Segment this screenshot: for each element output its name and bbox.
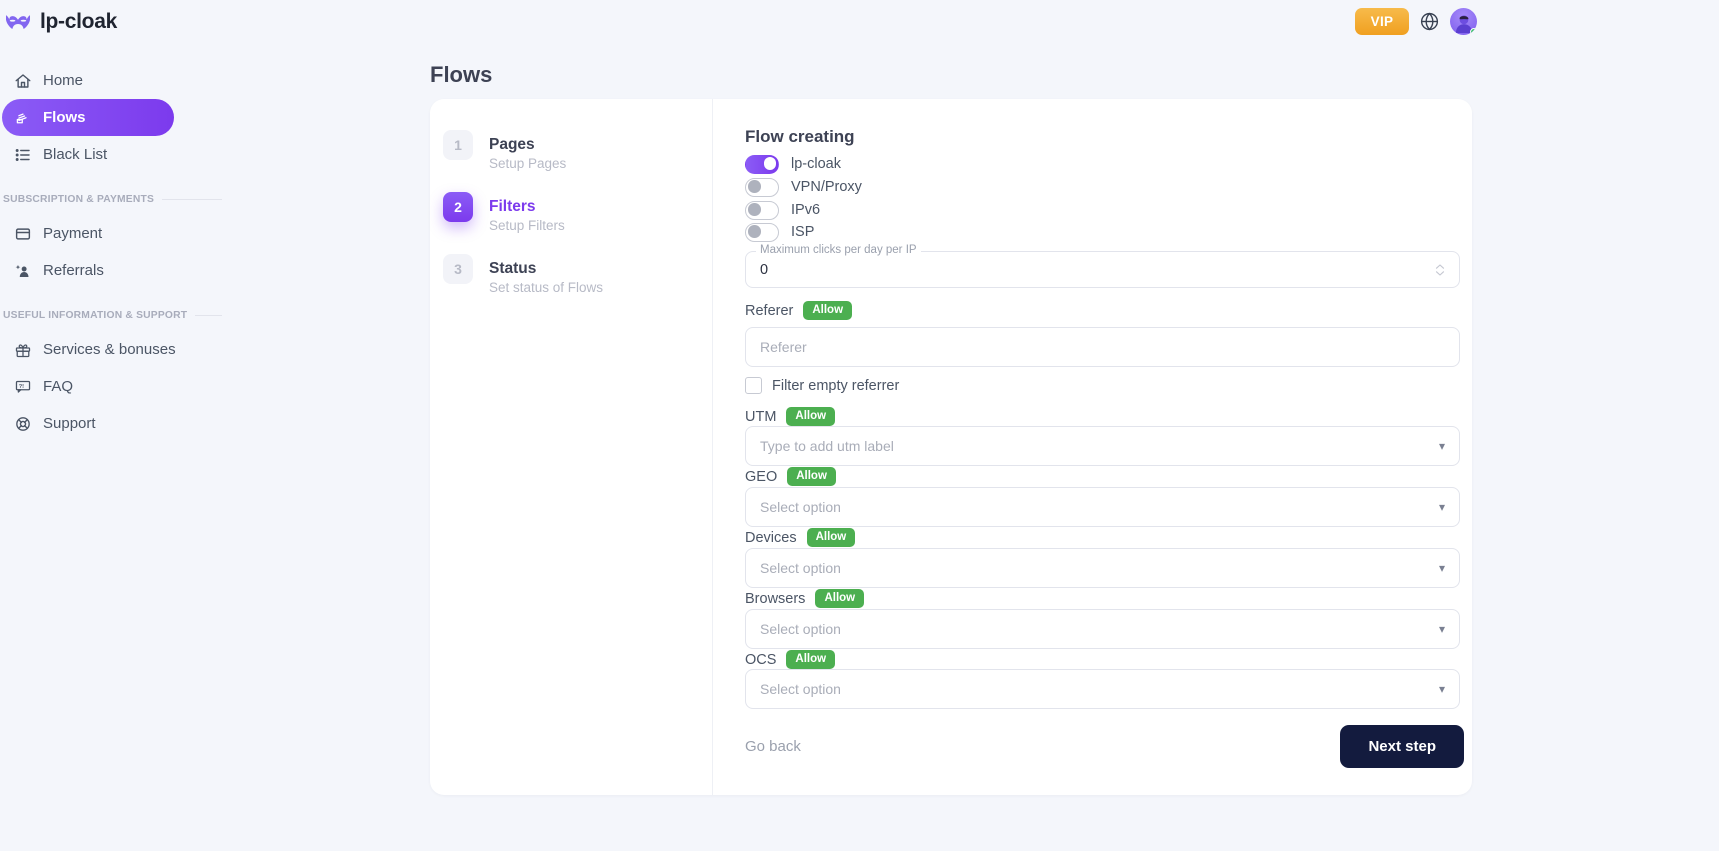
svg-text:?!: ?!	[19, 383, 24, 389]
